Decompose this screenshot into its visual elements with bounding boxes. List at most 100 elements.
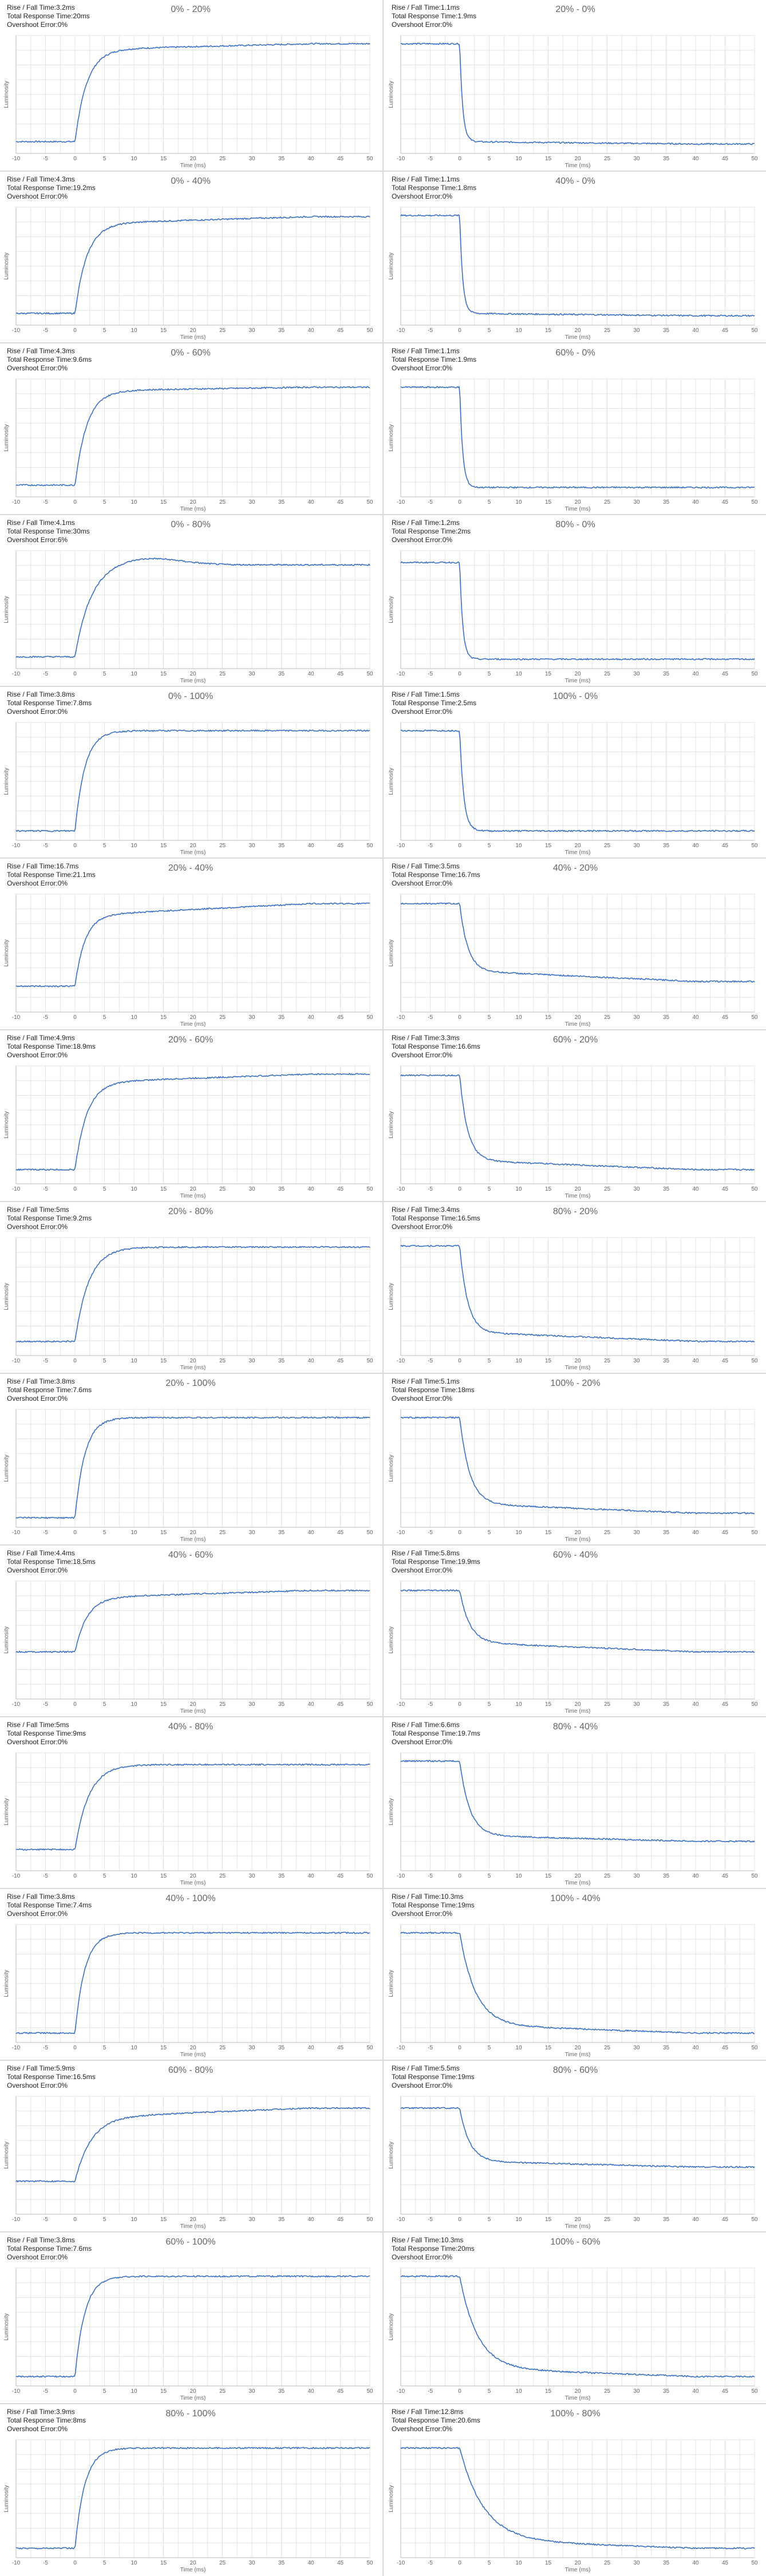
- x-axis-label: Time (ms): [180, 506, 206, 512]
- rise-fall-time-label: Rise / Fall Time:: [7, 3, 57, 11]
- x-tick-label: 40: [692, 1014, 699, 1021]
- x-tick-label: 45: [337, 1358, 344, 1364]
- overshoot-error-label: Overshoot Error:: [392, 536, 443, 544]
- rise-fall-time-value: 1.1ms: [441, 347, 460, 355]
- y-axis-label: Luminosity: [3, 1626, 10, 1654]
- metrics-block: Rise / Fall Time:1.2ms Total Response Tim…: [392, 519, 471, 544]
- x-tick-label: 50: [751, 2217, 758, 2223]
- x-tick-label: 50: [366, 1701, 373, 1708]
- x-tick-label: 40: [692, 499, 699, 505]
- rise-series-line: [15, 902, 370, 987]
- rise-fall-time: Rise / Fall Time:4.1ms: [7, 519, 90, 527]
- luminosity-plot: -10 -5 0 5 10 15 20 25 30 35 40 45 50 Time (ms) Lumino…: [3, 378, 373, 512]
- x-tick-label: 20: [574, 327, 581, 334]
- metrics-block: Rise / Fall Time:3.3ms Total Response Tim…: [392, 1034, 480, 1060]
- fall-series-line: [400, 729, 755, 832]
- overshoot-error-value: 0%: [57, 2253, 68, 2261]
- x-tick-label: 50: [366, 2045, 373, 2051]
- rise-fall-time-value: 1.1ms: [441, 3, 460, 11]
- chart-title: 100% - 80%: [550, 2409, 601, 2419]
- luminosity-plot: -10 -5 0 5 10 15 20 25 30 35 40 45 50 Time (ms) Lumino…: [3, 2096, 373, 2230]
- metrics-block: Rise / Fall Time:3.8ms Total Response Tim…: [7, 1377, 92, 1403]
- total-response-time-value: 16.6ms: [457, 1042, 480, 1050]
- overshoot-error-label: Overshoot Error:: [7, 1910, 58, 1918]
- x-tick-label: 0: [458, 499, 461, 505]
- total-response-time: Total Response Time:9.6ms: [7, 355, 92, 364]
- y-axis-label: Luminosity: [388, 596, 394, 623]
- x-tick-label: 5: [103, 327, 106, 334]
- x-tick-label: 15: [545, 327, 552, 334]
- x-tick-label: -5: [428, 2560, 433, 2566]
- overshoot-error-label: Overshoot Error:: [392, 2425, 443, 2433]
- x-tick-label: 5: [103, 1701, 106, 1708]
- x-tick-label: -5: [43, 156, 48, 162]
- rise-fall-time-value: 5.5ms: [441, 2064, 460, 2072]
- x-tick-label: 5: [488, 327, 491, 334]
- x-tick-label: 10: [131, 156, 137, 162]
- x-tick-label: 40: [307, 2388, 314, 2395]
- x-tick-label: -10: [12, 327, 21, 334]
- overshoot-error-label: Overshoot Error:: [392, 2253, 443, 2261]
- rise-fall-time-label: Rise / Fall Time:: [392, 1721, 441, 1729]
- chart-title: 60% - 20%: [552, 1035, 598, 1045]
- x-tick-label: 15: [160, 671, 167, 677]
- overshoot-error-label: Overshoot Error:: [392, 192, 443, 200]
- x-axis-label: Time (ms): [565, 1536, 591, 1543]
- x-tick-label: 40: [692, 1873, 699, 1879]
- chart-panel: Rise / Fall Time:4.1ms Total Response Tim…: [0, 515, 381, 686]
- rise-fall-time-value: 10.3ms: [441, 1893, 464, 1901]
- total-response-time-label: Total Response Time:: [392, 699, 458, 707]
- total-response-time: Total Response Time:7.4ms: [7, 1901, 92, 1910]
- fall-series-line: [400, 2275, 755, 2378]
- x-tick-label: 45: [337, 2560, 344, 2566]
- rise-fall-time-label: Rise / Fall Time:: [392, 347, 441, 355]
- rise-fall-time-label: Rise / Fall Time:: [7, 1893, 57, 1901]
- x-tick-label: 15: [545, 499, 552, 505]
- luminosity-plot: -10 -5 0 5 10 15 20 25 30 35 40 45 50 Time (ms) Lumino…: [388, 550, 758, 684]
- x-tick-label: 30: [633, 2388, 640, 2395]
- overshoot-error: Overshoot Error:0%: [392, 2081, 475, 2090]
- x-tick-label: 5: [103, 1873, 106, 1879]
- rise-fall-time-label: Rise / Fall Time:: [7, 347, 57, 355]
- x-tick-label: 20: [574, 1014, 581, 1021]
- x-tick-label: 15: [545, 1530, 552, 1536]
- total-response-time-value: 8ms: [73, 2416, 86, 2424]
- chart-title: 80% - 0%: [555, 520, 595, 530]
- x-tick-label: -5: [43, 2217, 48, 2223]
- x-tick-label: 40: [692, 1358, 699, 1364]
- chart-title: 40% - 100%: [165, 1894, 216, 1903]
- x-tick-label: 45: [337, 156, 344, 162]
- total-response-time-label: Total Response Time:: [7, 2416, 73, 2424]
- x-axis-label: Time (ms): [180, 1021, 206, 1028]
- total-response-time-label: Total Response Time:: [392, 871, 458, 879]
- metrics-block: Rise / Fall Time:3.8ms Total Response Tim…: [7, 2236, 92, 2262]
- total-response-time: Total Response Time:18.9ms: [7, 1042, 96, 1051]
- chart-title: 40% - 20%: [552, 863, 598, 873]
- x-tick-label: 50: [751, 2388, 758, 2395]
- overshoot-error-value: 0%: [57, 1566, 68, 1574]
- x-tick-label: -10: [397, 1530, 405, 1536]
- x-tick-label: 25: [219, 2560, 226, 2566]
- x-tick-label: 45: [722, 1358, 729, 1364]
- chart-panel: Rise / Fall Time:5.1ms Total Response Tim…: [385, 1374, 766, 1544]
- luminosity-plot: -10 -5 0 5 10 15 20 25 30 35 40 45 50 Time (ms) Lumino…: [3, 722, 373, 856]
- overshoot-error-label: Overshoot Error:: [7, 192, 58, 200]
- total-response-time-label: Total Response Time:: [7, 184, 73, 192]
- total-response-time: Total Response Time:19ms: [392, 2073, 475, 2081]
- x-tick-label: 5: [488, 2560, 491, 2566]
- rise-fall-time-value: 3.8ms: [56, 1377, 75, 1385]
- x-tick-label: 0: [73, 1358, 77, 1364]
- x-tick-label: -10: [12, 2560, 21, 2566]
- x-tick-label: 40: [692, 843, 699, 849]
- total-response-time-value: 7.4ms: [73, 1901, 92, 1909]
- overshoot-error-value: 0%: [57, 708, 68, 716]
- metrics-block: Rise / Fall Time:3.2ms Total Response Tim…: [7, 3, 90, 29]
- total-response-time-label: Total Response Time:: [7, 699, 73, 707]
- x-tick-label: 10: [131, 2045, 137, 2051]
- x-tick-label: 50: [366, 156, 373, 162]
- overshoot-error: Overshoot Error:0%: [392, 1051, 480, 1060]
- x-tick-label: 30: [248, 1701, 255, 1708]
- x-tick-label: 30: [248, 671, 255, 677]
- x-tick-label: 25: [219, 671, 226, 677]
- rise-fall-time-label: Rise / Fall Time:: [7, 1206, 57, 1214]
